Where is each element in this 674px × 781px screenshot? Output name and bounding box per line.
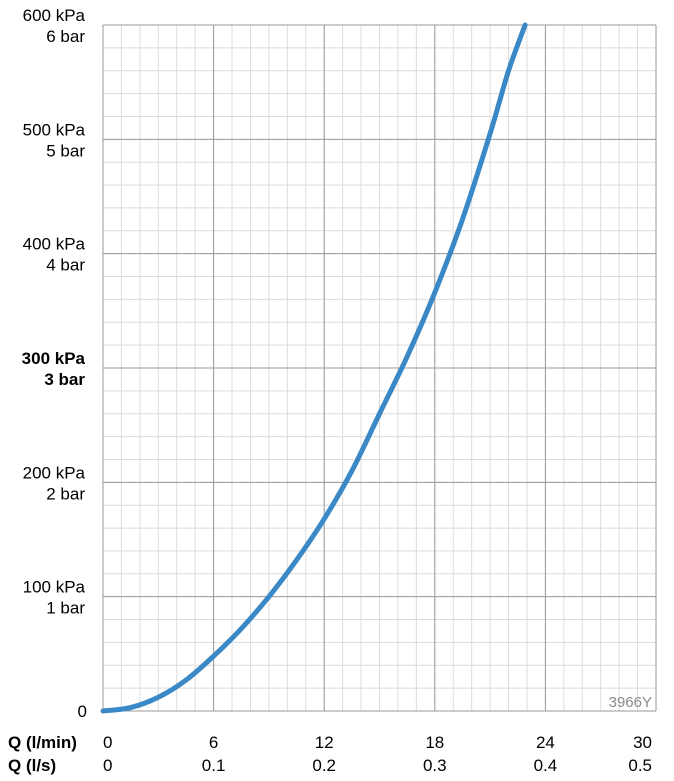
y-tick-label-kpa: 600 kPa xyxy=(23,6,86,25)
x-tick-label-lmin: 24 xyxy=(536,733,555,752)
y-tick-label-bar: 3 bar xyxy=(44,370,85,389)
y-tick-label-kpa: 200 kPa xyxy=(23,463,86,482)
y-tick-label-kpa: 100 kPa xyxy=(23,578,86,597)
y-tick-label-bar: 4 bar xyxy=(46,256,85,275)
y-tick-label-bar: 1 bar xyxy=(46,599,85,618)
y-tick-label-kpa: 0 xyxy=(78,702,87,721)
x-tick-label-ls: 0 xyxy=(103,756,112,775)
x-axis-labels: Q (l/min) Q (l/s) 0 6 12 18 24 30 0 0.1 0.2 0.3 0.4 0… xyxy=(8,733,652,775)
y-tick-label-kpa: 400 kPa xyxy=(23,235,86,254)
y-tick-label-bar: 2 bar xyxy=(46,484,85,503)
y-tick-label-kpa: 500 kPa xyxy=(23,120,86,139)
x-tick-label-lmin: 12 xyxy=(315,733,334,752)
y-tick-label-kpa: 300 kPa xyxy=(22,349,86,368)
y-tick-label-bar: 6 bar xyxy=(46,27,85,46)
series-line xyxy=(100,22,528,714)
x-axis-header: Q (l/s) xyxy=(8,756,56,775)
y-tick-label-bar: 5 bar xyxy=(46,141,85,160)
x-tick-label-lmin: 18 xyxy=(425,733,444,752)
x-tick-label-ls: 0.1 xyxy=(202,756,226,775)
x-tick-label-lmin: 0 xyxy=(103,733,112,752)
x-tick-label-ls: 0.2 xyxy=(312,756,336,775)
x-tick-label-ls: 0.5 xyxy=(628,756,652,775)
x-axis-header: Q (l/min) xyxy=(8,733,77,752)
x-tick-label-lmin: 30 xyxy=(633,733,652,752)
series-layer xyxy=(100,22,528,714)
major-grid xyxy=(102,24,657,712)
y-axis-labels: 0 100 kPa 1 bar 200 kPa 2 bar 300 kPa 3 bar 400… xyxy=(22,6,87,721)
x-tick-label-ls: 0.4 xyxy=(534,756,558,775)
x-tick-label-ls: 0.3 xyxy=(423,756,447,775)
chart-code-label: 3966Y xyxy=(609,694,652,711)
x-tick-label-lmin: 6 xyxy=(209,733,218,752)
